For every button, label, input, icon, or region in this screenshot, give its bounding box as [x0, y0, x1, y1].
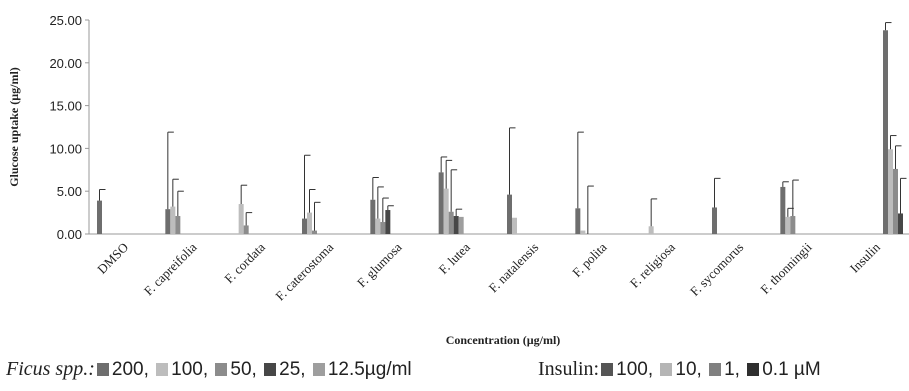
bar: [438, 172, 444, 234]
bar: [170, 206, 176, 234]
legend-title: Ficus spp.:: [6, 358, 95, 380]
bar: [893, 168, 898, 234]
y-tick-label: 15.00: [49, 99, 82, 114]
bar: [888, 149, 893, 234]
legend-title: Insulin:: [538, 358, 600, 380]
legend-swatch: [709, 363, 722, 376]
legend-swatch: [601, 363, 614, 376]
x-tick-label: F. sycomorus: [687, 240, 746, 299]
legend-swatch: [156, 363, 169, 376]
legend-item: 200,: [96, 359, 149, 381]
bar: [302, 218, 307, 234]
legend-label: 200,: [111, 359, 149, 380]
legend-item: 1,: [709, 359, 740, 381]
bar: [648, 226, 654, 234]
y-tick-label: 10.00: [49, 141, 82, 156]
legend-group-insulin: Insulin: 100, 10, 1, 0.1 µM: [538, 358, 821, 381]
bar: [385, 210, 391, 234]
bar: [898, 213, 903, 234]
x-axis-title: Concentration (µg/ml): [446, 333, 561, 347]
bar: [780, 186, 786, 234]
x-tick-label: F. caterostoma: [272, 239, 336, 303]
bar: [575, 208, 581, 234]
bar: [370, 199, 376, 234]
x-tick-label: F. lutea: [436, 239, 474, 277]
legend-label: 1,: [724, 359, 740, 380]
legend-swatch: [747, 363, 760, 376]
x-tick-label: F. thonningii: [757, 239, 815, 297]
legend-label: 50,: [230, 359, 257, 380]
x-tick-label: F. polita: [569, 239, 610, 280]
legend-item: 100,: [601, 359, 653, 381]
bar: [375, 218, 381, 234]
bar: [512, 217, 517, 234]
bar: [165, 209, 171, 234]
bar: [790, 216, 796, 234]
bar: [580, 230, 586, 234]
legend-label: 0.1 µM: [762, 359, 821, 380]
legend-swatch: [215, 363, 228, 376]
legend-label: 12.5µg/ml: [327, 359, 412, 380]
y-tick-label: 25.00: [49, 13, 82, 28]
bar: [238, 204, 244, 234]
legend-swatch: [96, 363, 109, 376]
legend-item: 50,: [215, 359, 257, 381]
legend-label: 10,: [675, 359, 702, 380]
bar: [883, 30, 888, 234]
x-tick-label: F. natalensis: [485, 240, 541, 296]
legend-item: 10,: [660, 359, 702, 381]
y-axis-title: Glucose uptake (µg/ml): [7, 67, 21, 187]
bar: [175, 216, 181, 234]
legend-label: 100,: [616, 359, 654, 380]
bar: [712, 207, 717, 234]
legend-label: 100,: [171, 359, 209, 380]
x-tick-label: F. cordata: [221, 239, 268, 286]
x-tick-label: DMSO: [94, 240, 131, 277]
x-tick-label: F. capreifolia: [141, 239, 200, 298]
y-tick-label: 0.00: [57, 227, 82, 242]
bar: [448, 211, 454, 234]
legend-item: 0.1 µM: [747, 359, 821, 381]
bar: [507, 194, 512, 234]
bar: [453, 216, 459, 234]
legend-item: 100,: [156, 359, 208, 381]
legend-group-ficus: Ficus spp.: 200, 100, 50, 25, 12.5µg/ml: [6, 358, 412, 381]
glucose-uptake-bar-chart: 0.00 5.00 10.00 15.00 20.00 25.00 DMSO F. capr…: [7, 13, 909, 347]
y-tick-label: 20.00: [49, 56, 82, 71]
bar: [307, 212, 312, 234]
legend-swatch: [660, 363, 673, 376]
x-tick-label: F. glumosa: [354, 239, 405, 290]
legend-swatch: [264, 363, 277, 376]
bar: [458, 216, 464, 234]
y-tick-label: 5.00: [57, 184, 82, 199]
bar: [97, 200, 102, 234]
bar: [785, 216, 791, 234]
bar: [312, 230, 317, 234]
legend-swatch: [312, 363, 325, 376]
x-tick-label: Insulin: [847, 239, 883, 275]
legend: Ficus spp.: 200, 100, 50, 25, 12.5µg/ml I…: [6, 358, 906, 388]
legend-item: 12.5µg/ml: [312, 359, 412, 381]
legend-label: 25,: [279, 359, 306, 380]
bar: [243, 225, 249, 234]
legend-item: 25,: [264, 359, 306, 381]
x-tick-label: F. religiosa: [627, 239, 678, 290]
bar: [443, 188, 449, 234]
bar: [380, 222, 386, 234]
